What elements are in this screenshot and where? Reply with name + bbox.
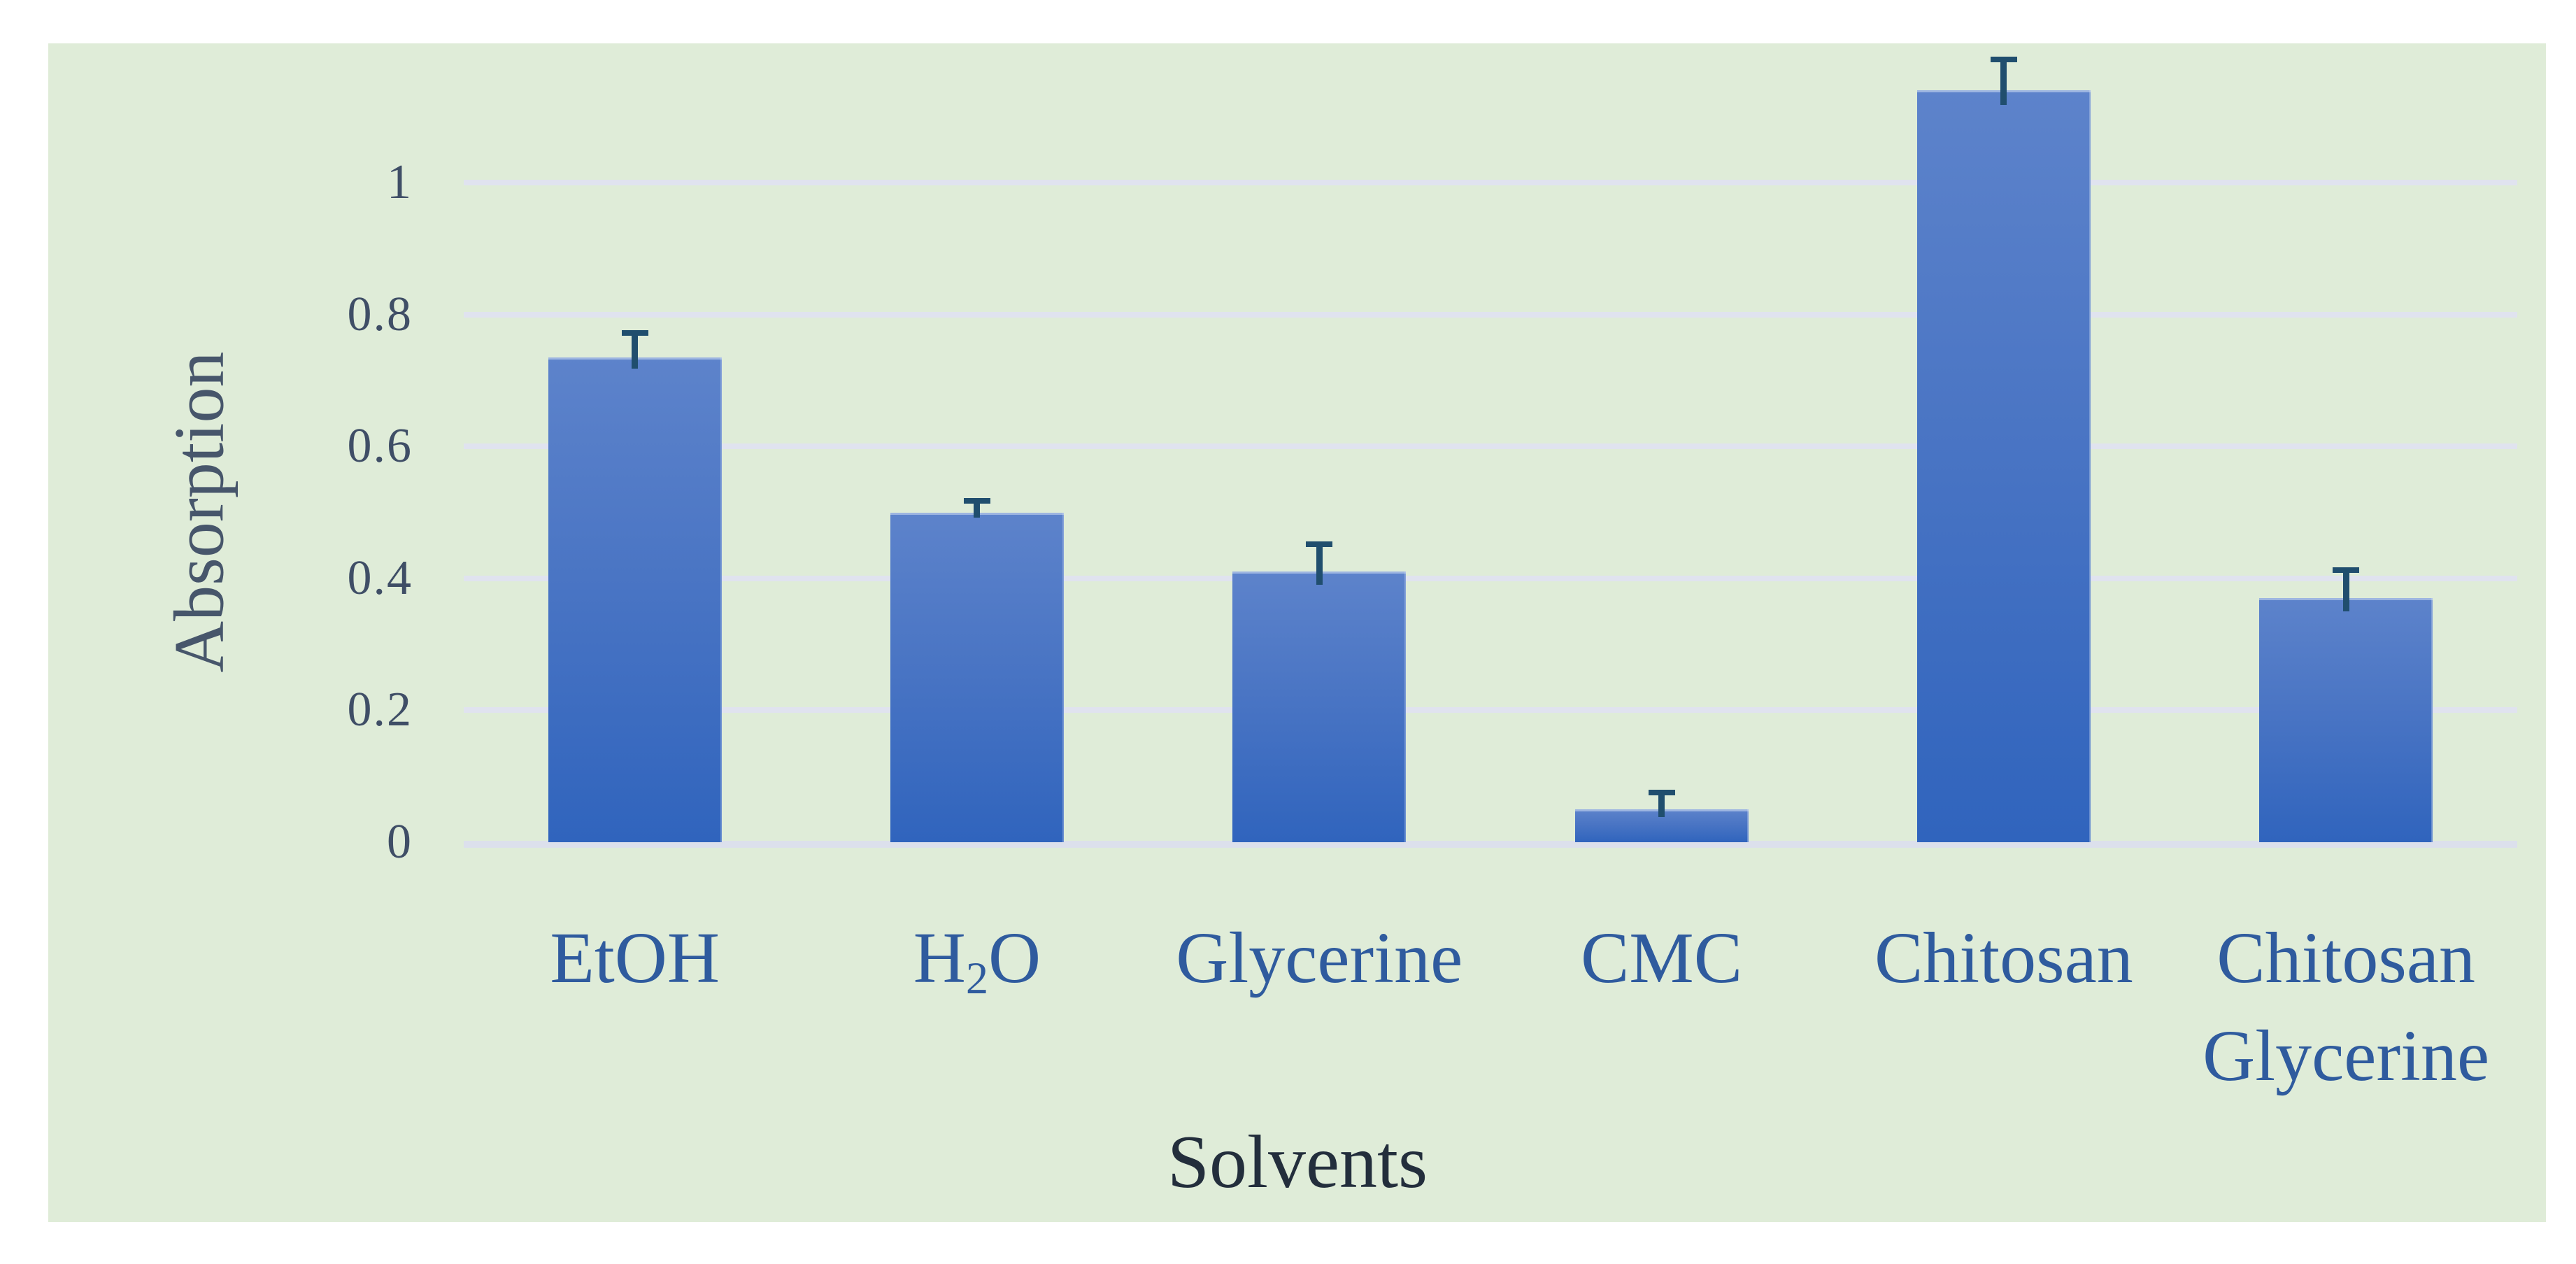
bar-chitosan (1916, 90, 2091, 842)
category-label-cmc: CMC (1580, 918, 1743, 998)
gridline-1 (464, 180, 2517, 185)
bar-h2o (890, 512, 1064, 842)
error-bar-stem-glycerine (1316, 545, 1323, 585)
bar-etoh (548, 357, 722, 842)
y-tick-label-0.8: 0.8 (347, 287, 413, 341)
gridline-0.8 (464, 311, 2517, 318)
error-bar-cap-chitosan-glycerine (2333, 567, 2360, 574)
category-label-chitosan-glycerine: Chitosan Glycerine (2203, 918, 2490, 1097)
x-axis-line (464, 841, 2517, 848)
error-bar-stem-cmc (1658, 794, 1665, 817)
y-axis-title: Absorption (159, 351, 239, 673)
category-label-h2o: H2O (913, 918, 1041, 1004)
error-bar-cap-chitosan (1990, 56, 2017, 62)
y-tick-label-0: 0 (387, 815, 413, 869)
y-tick-label-0.2: 0.2 (347, 683, 413, 737)
error-bar-cap-cmc (1648, 790, 1675, 796)
y-tick-label-1: 1 (387, 155, 413, 209)
gridline-0.2 (464, 707, 2517, 713)
error-bar-cap-h2o (963, 498, 990, 504)
y-tick-label-0.4: 0.4 (347, 551, 413, 605)
error-bar-cap-etoh (621, 329, 648, 336)
error-bar-stem-h2o (974, 502, 981, 518)
category-label-etoh: EtOH (550, 918, 720, 998)
error-bar-cap-glycerine (1306, 541, 1333, 547)
bar-chitosan-glycerine (2259, 598, 2433, 842)
bar-glycerine (1232, 571, 1407, 842)
category-label-chitosan: Chitosan (1874, 918, 2133, 998)
error-bar-stem-chitosan-glycerine (2342, 571, 2349, 611)
x-axis-title: Solvents (1167, 1121, 1428, 1204)
category-label-glycerine: Glycerine (1176, 918, 1463, 998)
error-bar-stem-etoh (632, 334, 639, 369)
y-tick-label-0.6: 0.6 (347, 419, 413, 474)
error-bar-stem-chitosan (2000, 60, 2007, 106)
gridline-0.4 (464, 575, 2517, 581)
gridline-0.6 (464, 443, 2517, 450)
